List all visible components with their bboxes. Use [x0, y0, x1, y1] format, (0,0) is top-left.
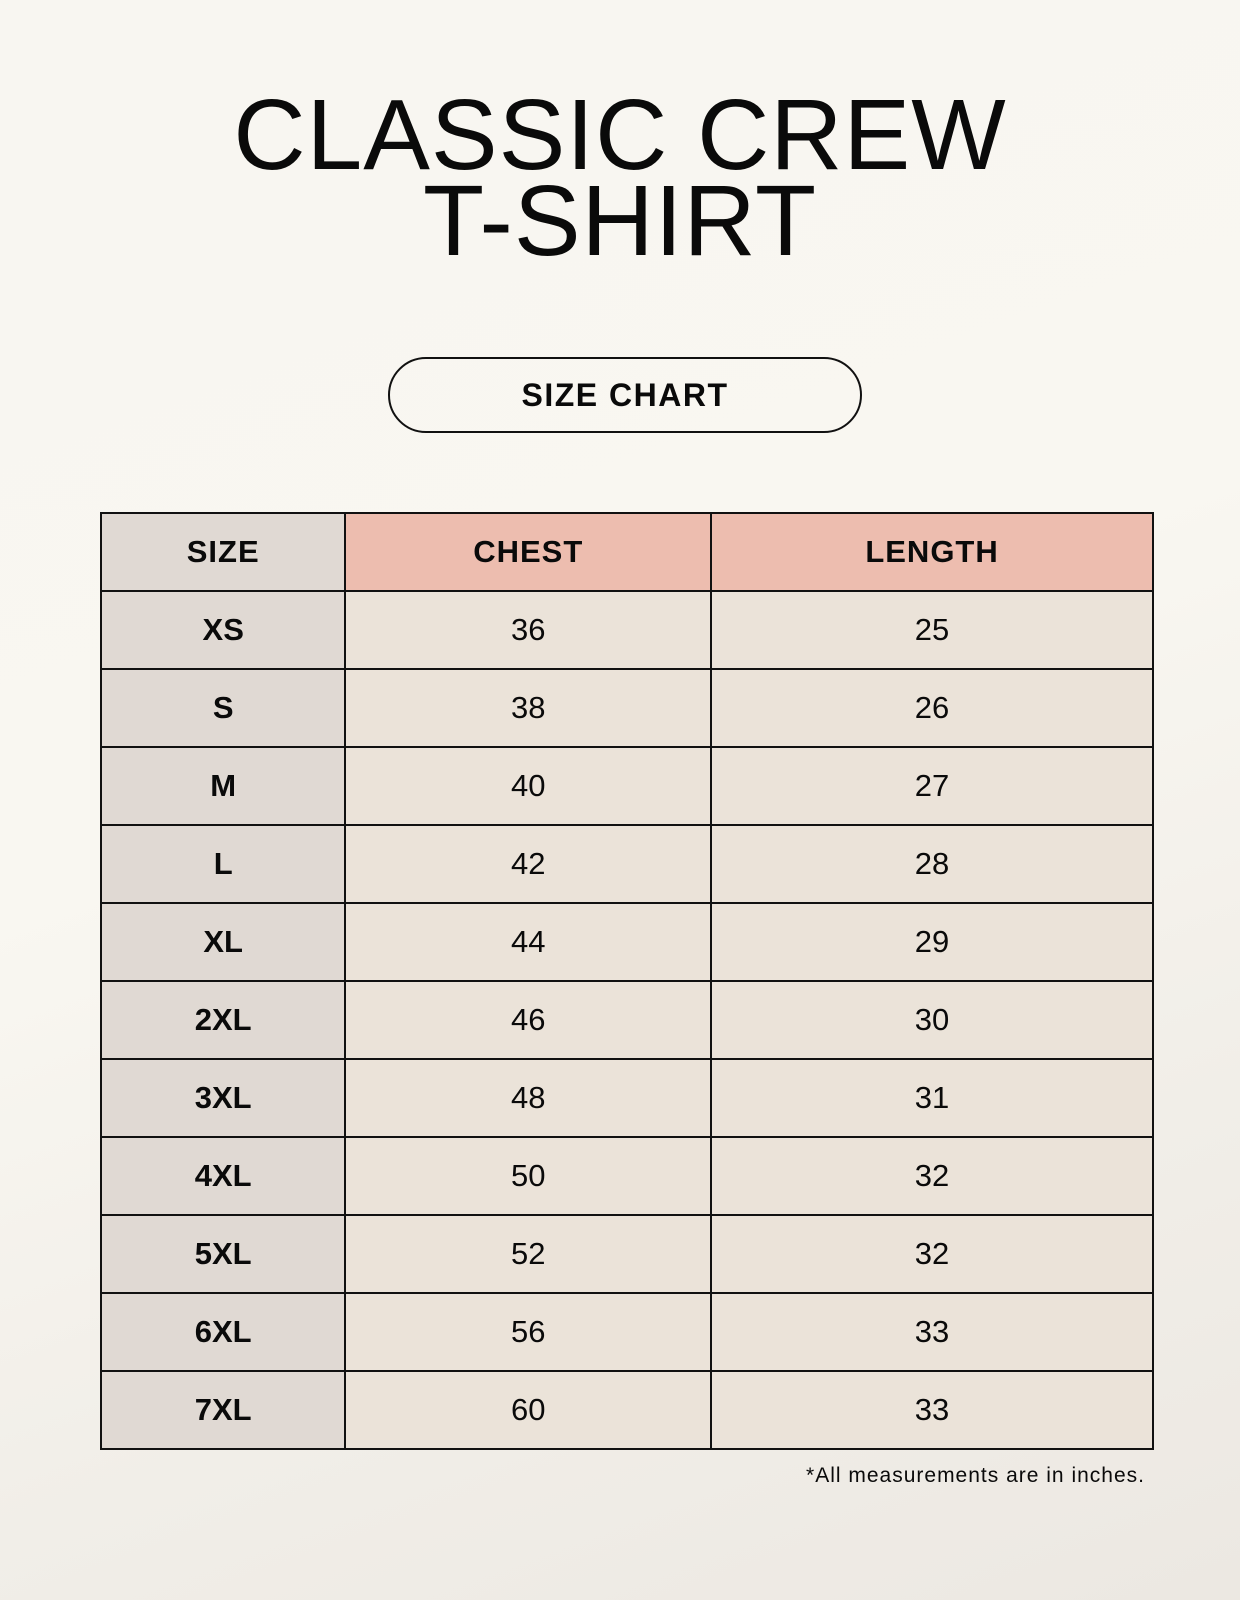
table-row: 6XL 56 33 [99, 1292, 1154, 1372]
cell-chest: 36 [344, 590, 713, 670]
header-size: SIZE [99, 512, 347, 592]
cell-chest: 60 [344, 1370, 713, 1450]
cell-length: 29 [710, 902, 1154, 982]
table-row: XL 44 29 [99, 902, 1154, 982]
cell-size: 7XL [99, 1370, 347, 1450]
cell-chest: 38 [344, 668, 713, 748]
cell-length: 33 [710, 1370, 1154, 1450]
table-row: 5XL 52 32 [99, 1214, 1154, 1294]
cell-length: 32 [710, 1214, 1154, 1294]
cell-size: L [99, 824, 347, 904]
cell-length: 33 [710, 1292, 1154, 1372]
cell-chest: 46 [344, 980, 713, 1060]
cell-chest: 56 [344, 1292, 713, 1372]
page-title: CLASSIC CREW T-SHIRT [0, 79, 1240, 277]
cell-chest: 48 [344, 1058, 713, 1138]
cell-length: 28 [710, 824, 1154, 904]
footnote: *All measurements are in inches. [806, 1464, 1145, 1487]
cell-size: 3XL [99, 1058, 347, 1138]
title-line-2: T-SHIRT [422, 165, 818, 277]
header-length: LENGTH [710, 512, 1154, 592]
table-header-row: SIZE CHEST LENGTH [99, 512, 1154, 592]
cell-length: 32 [710, 1136, 1154, 1216]
cell-size: M [99, 746, 347, 826]
cell-size: 6XL [99, 1292, 347, 1372]
cell-size: 5XL [99, 1214, 347, 1294]
cell-chest: 42 [344, 824, 713, 904]
table-row: 4XL 50 32 [99, 1136, 1154, 1216]
cell-chest: 50 [344, 1136, 713, 1216]
cell-length: 30 [710, 980, 1154, 1060]
cell-size: XS [99, 590, 347, 670]
cell-chest: 44 [344, 902, 713, 982]
cell-length: 25 [710, 590, 1154, 670]
table-row: M 40 27 [99, 746, 1154, 826]
table-row: 2XL 46 30 [99, 980, 1154, 1060]
table-row: 7XL 60 33 [99, 1370, 1154, 1450]
size-chart-badge: SIZE CHART [388, 357, 862, 433]
cell-size: 2XL [99, 980, 347, 1060]
header-chest: CHEST [344, 512, 713, 592]
table-row: XS 36 25 [99, 590, 1154, 670]
cell-length: 31 [710, 1058, 1154, 1138]
cell-chest: 40 [344, 746, 713, 826]
table-row: 3XL 48 31 [99, 1058, 1154, 1138]
title-line-1: CLASSIC CREW [233, 79, 1007, 191]
cell-chest: 52 [344, 1214, 713, 1294]
table-row: S 38 26 [99, 668, 1154, 748]
cell-length: 26 [710, 668, 1154, 748]
cell-size: 4XL [99, 1136, 347, 1216]
size-table: SIZE CHEST LENGTH XS 36 25 S 38 26 M 40 27 L 42 28 X… [99, 512, 1154, 1450]
cell-size: S [99, 668, 347, 748]
cell-size: XL [99, 902, 347, 982]
cell-length: 27 [710, 746, 1154, 826]
table-row: L 42 28 [99, 824, 1154, 904]
